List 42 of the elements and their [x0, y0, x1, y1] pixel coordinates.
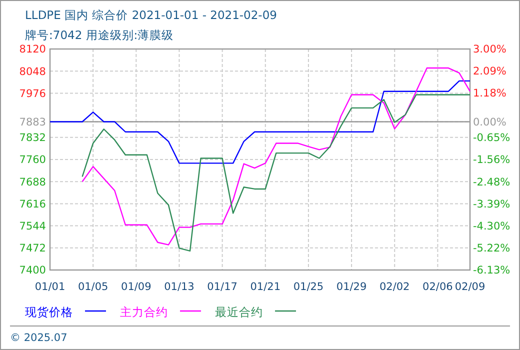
x-tick-label: 01/29 [336, 281, 367, 293]
y-tick-label: 8048 [19, 66, 46, 78]
y-tick-label: 7976 [19, 88, 46, 100]
line-series [82, 67, 471, 246]
x-tick-label: 01/09 [121, 281, 152, 293]
y2-tick-label: -5.22% [473, 242, 510, 255]
legend-label: 主力合约 [120, 305, 168, 319]
x-tick-label: 01/05 [78, 281, 108, 293]
y2-tick-label: -1.56% [473, 154, 510, 166]
y-tick-label: 7544 [19, 220, 46, 232]
line-series [82, 94, 471, 252]
line-series [49, 80, 471, 164]
x-tick-label: 01/25 [293, 281, 324, 293]
y2-tick-label: 1.18% [473, 88, 506, 100]
x-tick-label: 01/21 [250, 281, 281, 293]
legend-label: 最近合约 [215, 305, 263, 319]
y-tick-label: 7472 [19, 242, 46, 255]
y-tick-label: 7400 [19, 264, 46, 277]
y2-tick-label: 3.00% [473, 44, 506, 56]
x-tick-label: 01/13 [164, 281, 194, 293]
x-tick-label: 01/01 [34, 281, 66, 293]
y-tick-label: 7616 [19, 198, 46, 210]
y2-tick-label: -0.65% [473, 132, 510, 144]
x-tick-label: 01/17 [207, 281, 238, 293]
y-tick-label: 8120 [19, 44, 46, 56]
x-tick-label: 02/02 [379, 281, 410, 293]
x-tick-label: 02/09 [454, 281, 486, 293]
chart-title: LLDPE 国内 综合价 2021-01-01 - 2021-02-09 [25, 8, 277, 22]
y2-tick-label: -4.30% [473, 220, 510, 232]
y2-tick-label: 0.00% [473, 116, 506, 128]
y2-tick-label: -3.39% [473, 198, 510, 210]
text: © 2025.07 [10, 332, 68, 344]
y2-tick-label: -2.48% [473, 176, 510, 188]
x-tick-label: 02/06 [422, 281, 454, 293]
y-tick-label: 7688 [19, 176, 46, 188]
y2-tick-label: 2.09% [473, 66, 506, 78]
chart-subtitle: 牌号:7042 用途级别:薄膜级 [25, 28, 174, 42]
y2-tick-label: -6.13% [473, 264, 510, 277]
y-tick-label: 7883 [19, 116, 46, 128]
y-tick-label: 7832 [19, 132, 46, 144]
legend-label: 现货价格 [25, 305, 73, 319]
y-tick-label: 7760 [19, 154, 46, 166]
